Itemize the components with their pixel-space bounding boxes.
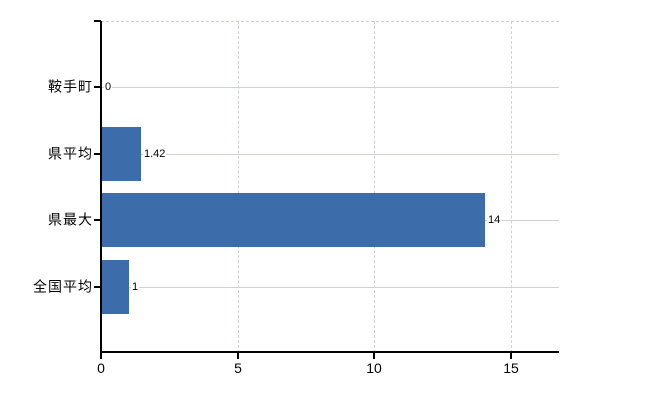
v-gridline: [374, 21, 375, 353]
value-label: 14: [487, 214, 502, 226]
x-axis-tick-label: 5: [234, 360, 242, 376]
x-tick: [237, 353, 239, 359]
h-gridline: [101, 87, 559, 88]
category-label: 県最大: [48, 211, 93, 228]
bar: [102, 193, 485, 247]
bar: [102, 127, 141, 181]
y-tick: [94, 86, 101, 88]
h-gridline: [101, 154, 559, 155]
bar: [102, 260, 129, 314]
x-tick: [510, 353, 512, 359]
y-tick: [94, 286, 101, 288]
y-tick: [94, 219, 101, 221]
y-tick: [94, 20, 101, 22]
v-gridline: [238, 21, 239, 353]
x-axis-tick-label: 0: [97, 360, 105, 376]
y-axis-line: [100, 21, 102, 353]
x-axis-tick-label: 15: [503, 360, 519, 376]
plot-top-border: [101, 21, 559, 22]
value-label: 1: [131, 281, 140, 293]
y-tick: [94, 153, 101, 155]
h-gridline: [101, 287, 559, 288]
x-axis-tick-label: 10: [366, 360, 382, 376]
x-tick: [373, 353, 375, 359]
x-axis-line: [100, 351, 559, 353]
category-label: 全国平均: [33, 278, 93, 295]
value-label: 0: [104, 81, 113, 93]
x-tick: [100, 353, 102, 359]
v-gridline: [511, 21, 512, 353]
category-label: 県平均: [48, 145, 93, 162]
category-label: 鞍手町: [48, 78, 93, 95]
value-label: 1.42: [143, 148, 167, 160]
